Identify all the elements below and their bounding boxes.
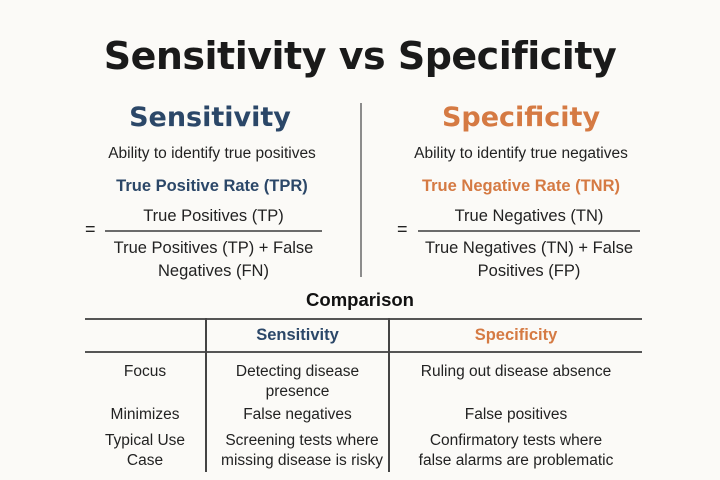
sensitivity-rate-label: True Positive Rate (TPR) <box>116 177 308 195</box>
table-cell-minimizes-sensitivity: False negatives <box>207 405 388 425</box>
table-header-specificity: Specificity <box>474 326 558 344</box>
row-label-text: Focus <box>123 363 167 380</box>
row-label-text: Case <box>126 452 164 469</box>
sensitivity-denominator: True Positives (TP) + False Negatives (F… <box>95 237 332 283</box>
specificity-equals-sign: = <box>397 219 408 239</box>
table-column-divider-1 <box>205 318 207 472</box>
table-cell-minimizes-specificity: False positives <box>390 405 642 425</box>
row-label-text: Minimizes <box>110 406 180 423</box>
sensitivity-description: Ability to identify true positives <box>108 145 316 162</box>
table-row-label-focus: Focus <box>85 362 205 382</box>
cell-text: Confirmatory tests where <box>429 432 603 449</box>
table-header-border <box>85 351 642 353</box>
table-cell-focus-specificity: Ruling out disease absence <box>390 362 642 382</box>
specificity-heading: Specificity <box>441 102 601 133</box>
table-row-label-minimizes: Minimizes <box>85 405 205 425</box>
comparison-title: Comparison <box>306 289 414 310</box>
specificity-denominator-line1: True Negatives (TN) + False <box>425 239 633 257</box>
cell-text: Ruling out disease absence <box>420 363 612 380</box>
page-title: Sensitivity vs Specificity <box>103 34 617 78</box>
row-label-text: Typical Use <box>104 432 186 449</box>
table-cell-focus-sensitivity: Detecting disease presence <box>207 362 388 402</box>
table-cell-typical-use-sensitivity: Screening tests where missing disease is… <box>202 431 402 471</box>
specificity-rate-label: True Negative Rate (TNR) <box>421 177 621 195</box>
cell-text: False positives <box>464 406 568 423</box>
sensitivity-equals-sign: = <box>85 219 96 239</box>
table-row-label-typical-use-case: Typical Use Case <box>85 431 205 471</box>
sensitivity-denominator-line1: True Positives (TP) + False <box>113 239 314 257</box>
table-column-divider-2 <box>388 318 390 472</box>
cell-text: Detecting disease <box>235 363 360 380</box>
specificity-denominator: True Negatives (TN) + False Positives (F… <box>408 237 650 283</box>
specificity-numerator: True Negatives (TN) <box>454 207 604 225</box>
specificity-denominator-line2: Positives (FP) <box>477 262 581 280</box>
sensitivity-heading: Sensitivity <box>129 102 291 133</box>
cell-text: Screening tests where <box>225 432 379 449</box>
cell-text: missing disease is risky <box>221 452 383 469</box>
specificity-description: Ability to identify true negatives <box>414 145 628 162</box>
sensitivity-fraction-line <box>105 230 322 232</box>
sensitivity-numerator: True Positives (TP) <box>143 207 284 225</box>
table-header-sensitivity: Sensitivity <box>256 326 339 344</box>
cell-text: False negatives <box>243 406 352 423</box>
table-top-border <box>85 318 642 320</box>
cell-text: presence <box>265 383 330 400</box>
cell-text: false alarms are problematic <box>418 452 614 469</box>
table-cell-typical-use-specificity: Confirmatory tests where false alarms ar… <box>392 431 640 471</box>
column-divider <box>360 103 362 277</box>
specificity-fraction-line <box>418 230 640 232</box>
sensitivity-denominator-line2: Negatives (FN) <box>158 262 269 280</box>
